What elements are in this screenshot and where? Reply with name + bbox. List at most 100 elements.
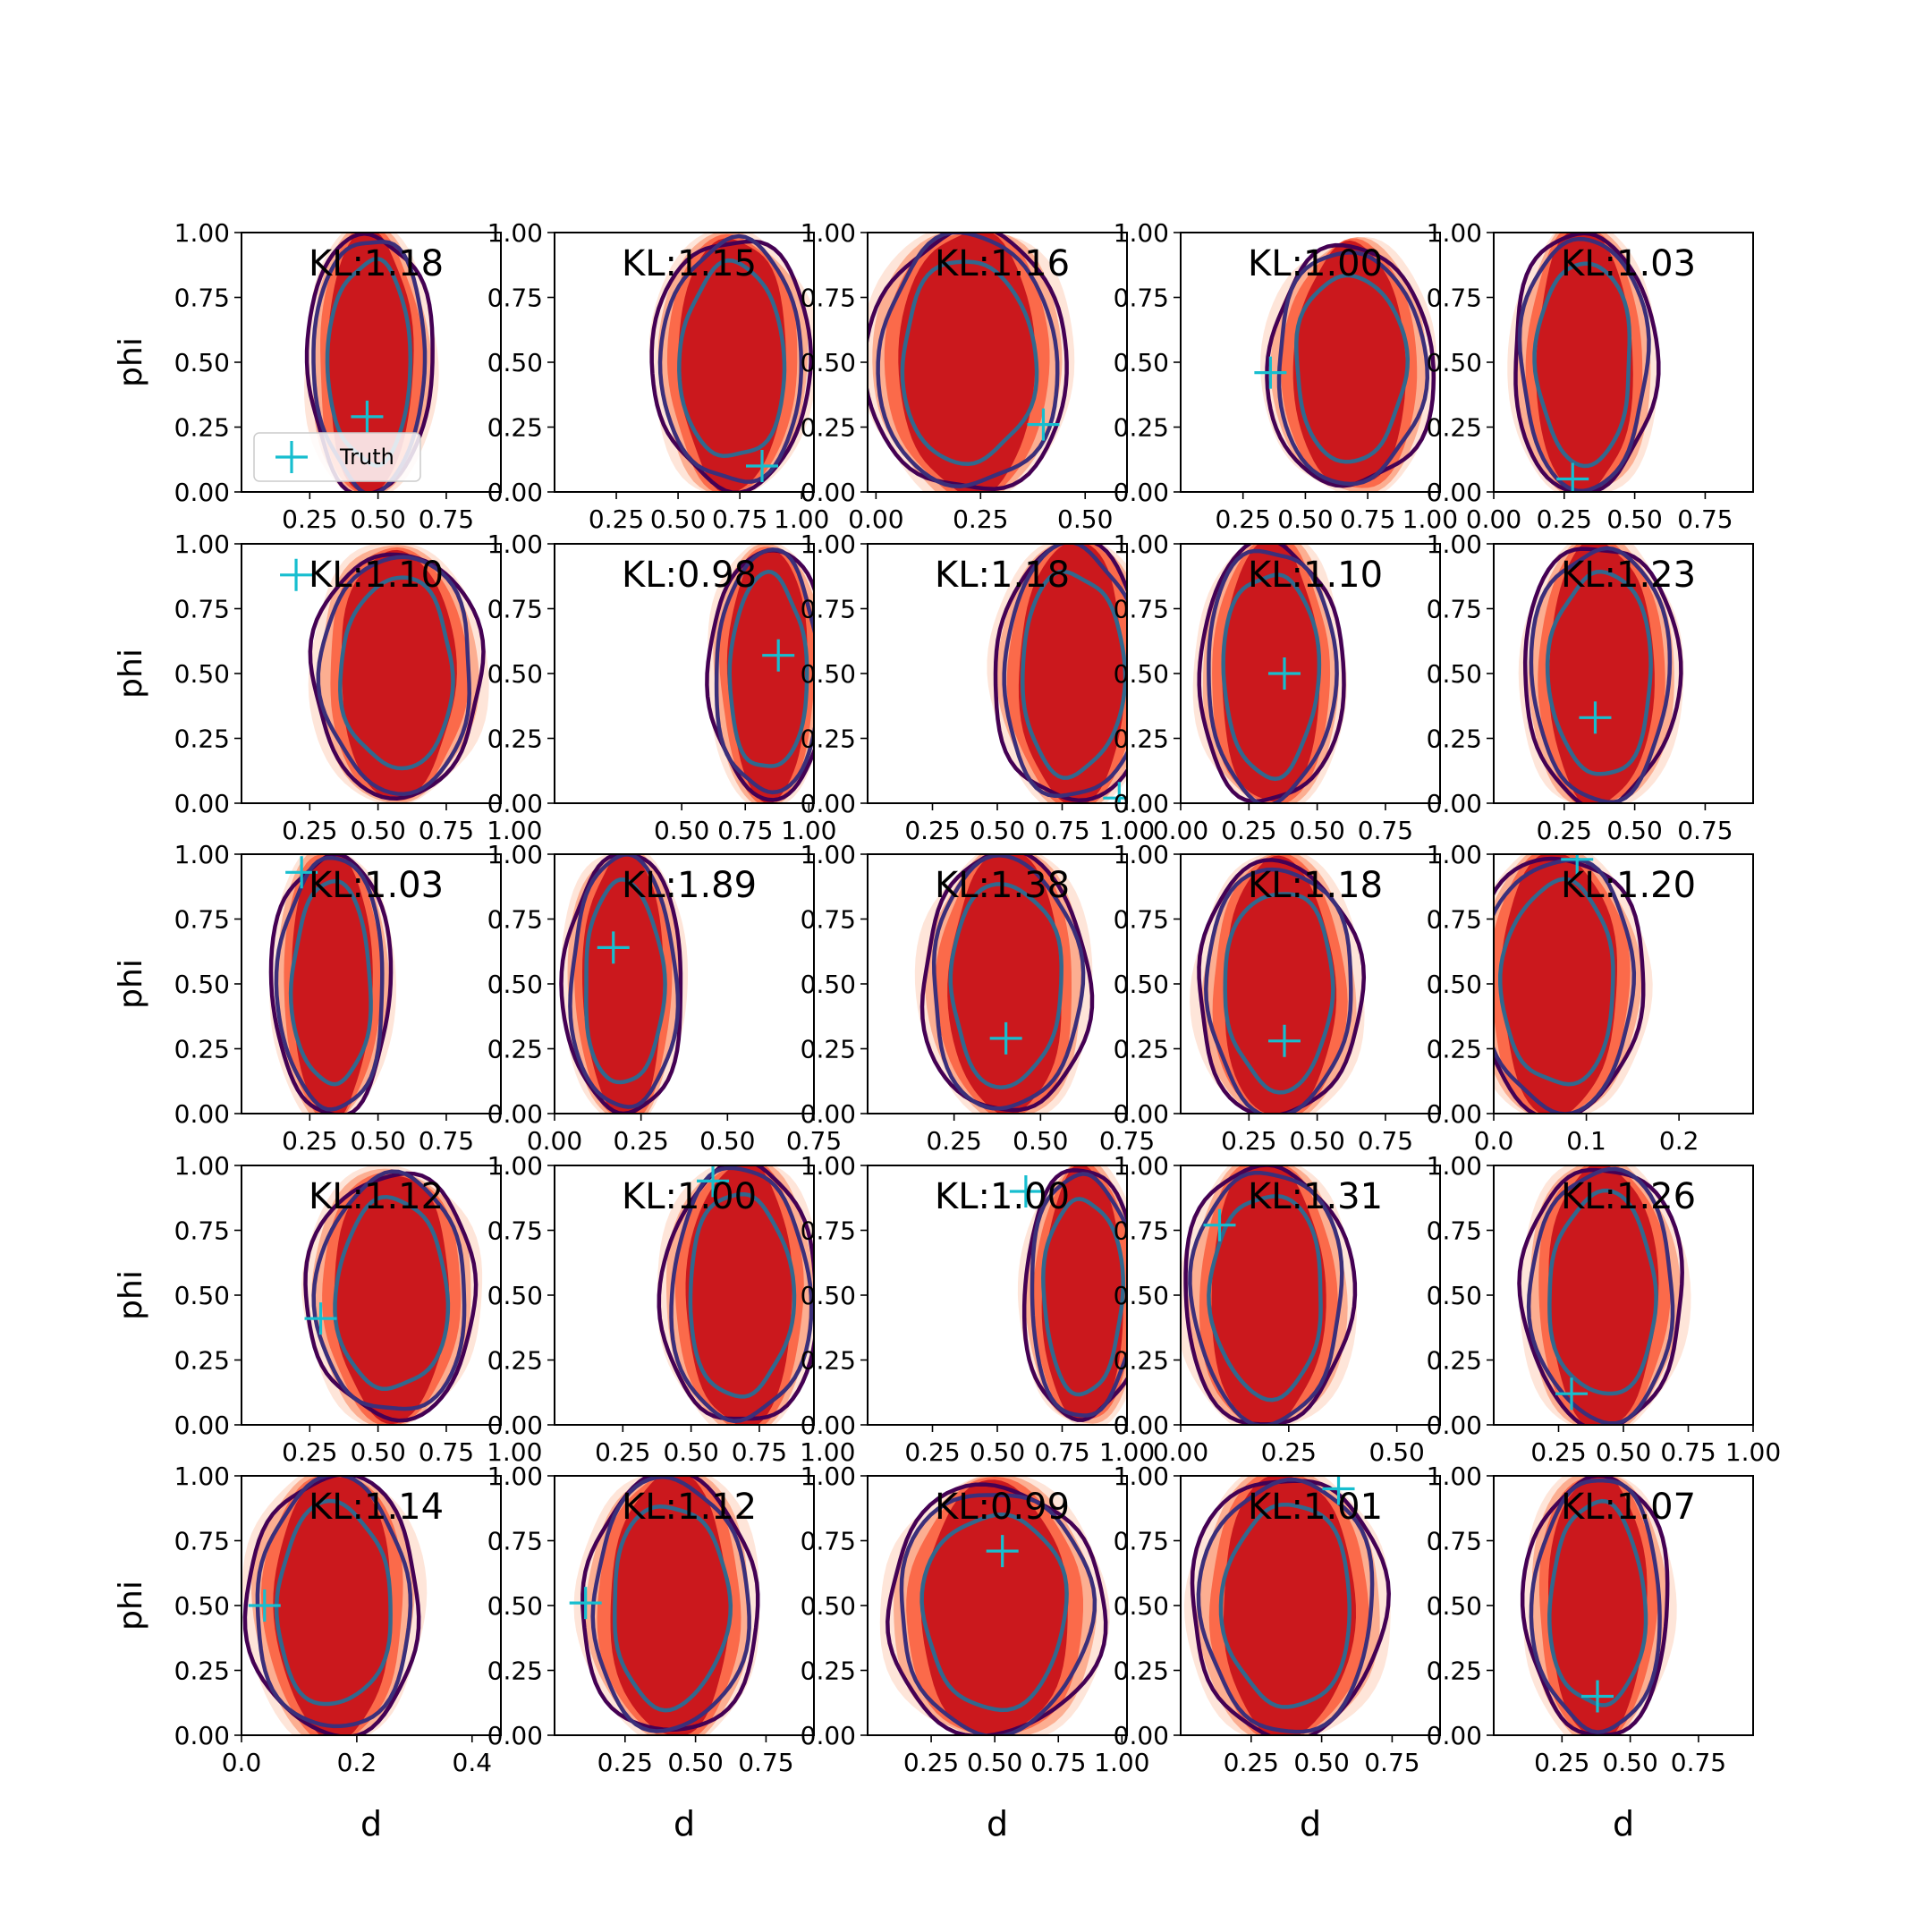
y-tick-label: 0.00 xyxy=(801,1721,856,1750)
y-tick-label: 0.50 xyxy=(801,659,856,689)
kl-label: KL:1.31 xyxy=(1248,1176,1383,1217)
y-tick-label: 0.75 xyxy=(1427,595,1482,624)
panel-1: 0.00 0.25 0.50 0.75 1.00 0.25 0.50 0.75 KL:1.18 p… xyxy=(113,218,502,534)
contour-inner xyxy=(948,882,1063,1089)
x-tick-label: 0.25 xyxy=(282,816,337,845)
truth-marker xyxy=(1254,356,1287,389)
y-axis-label: phi xyxy=(113,648,149,699)
y-tick-label: 1.00 xyxy=(174,1151,230,1181)
plot-area xyxy=(879,1476,1110,1735)
x-tick-label: 0.75 xyxy=(717,816,773,845)
y-tick-label: 1.00 xyxy=(1114,218,1169,248)
panel-7: 0.00 0.25 0.50 0.75 1.00 0.50 0.75 1.00 KL:0.98 xyxy=(487,530,837,845)
density-fill-level-4 xyxy=(1224,1476,1356,1735)
panel-10: 0.00 0.25 0.50 0.75 1.00 0.25 0.50 0.75 KL:1.23 xyxy=(1427,530,1754,845)
contour-outer xyxy=(580,1476,760,1733)
plot-area xyxy=(914,854,1095,1114)
y-axis-label: phi xyxy=(113,1580,149,1631)
contour-middle xyxy=(1529,1479,1662,1734)
panel-13: 0.00 0.25 0.50 0.75 1.00 0.25 0.50 0.75 KL:1.38 xyxy=(801,840,1156,1156)
plot-area xyxy=(268,854,397,1114)
y-tick-label: 0.50 xyxy=(1114,1591,1169,1621)
y-tick-label: 0.75 xyxy=(1114,905,1169,935)
kl-label: KL:1.03 xyxy=(1561,243,1696,284)
y-tick-label: 0.00 xyxy=(1427,1099,1482,1129)
y-tick-label: 0.75 xyxy=(801,905,856,935)
kl-label: KL:1.38 xyxy=(935,865,1070,906)
truth-marker xyxy=(1555,1377,1588,1411)
contour-middle xyxy=(1204,867,1353,1114)
x-tick-label: 0.00 xyxy=(527,1126,582,1156)
plot-area xyxy=(1494,854,1653,1114)
x-tick-label: 0.50 xyxy=(663,1437,718,1467)
x-tick-label: 0.75 xyxy=(1677,816,1733,845)
x-tick-label: 0.25 xyxy=(1221,816,1276,845)
kl-label: KL:1.89 xyxy=(622,865,757,906)
x-tick-label: 0.50 xyxy=(1293,1748,1349,1777)
contour-inner xyxy=(900,259,1039,467)
density-fill-level-4 xyxy=(1548,1476,1648,1735)
y-tick-label: 0.25 xyxy=(801,1657,856,1686)
y-tick-label: 0.00 xyxy=(174,789,230,818)
panel-19: 0.00 0.25 0.50 0.75 1.00 0.00 0.25 0.50 KL:1.31 xyxy=(1114,1151,1441,1467)
x-tick-label: 0.50 xyxy=(1602,1748,1657,1777)
y-tick-label: 1.00 xyxy=(1427,840,1482,869)
y-tick-label: 0.50 xyxy=(801,1591,856,1621)
y-tick-label: 1.00 xyxy=(174,1462,230,1491)
y-tick-label: 0.75 xyxy=(1114,1527,1169,1556)
y-tick-label: 0.50 xyxy=(174,970,230,999)
y-tick-label: 0.25 xyxy=(1114,724,1169,754)
x-tick-label: 0.25 xyxy=(1530,1437,1586,1467)
x-tick-label: 0.0 xyxy=(1474,1126,1514,1156)
contour-middle xyxy=(1002,544,1127,799)
y-tick-label: 0.50 xyxy=(801,348,856,377)
x-tick-label: 0.75 xyxy=(1358,1126,1413,1156)
x-tick-label: 0.25 xyxy=(1537,504,1592,534)
x-tick-label: 1.00 xyxy=(487,1437,542,1467)
x-tick-label: 0.2 xyxy=(337,1748,377,1777)
contour-middle xyxy=(1494,857,1637,1114)
truth-marker xyxy=(280,558,313,591)
y-tick-label: 0.00 xyxy=(1114,478,1169,507)
x-tick-label: 0.00 xyxy=(1153,1437,1208,1467)
plot-area xyxy=(1192,544,1348,803)
x-tick-label: 1.00 xyxy=(487,816,542,845)
panel-18: 0.00 0.25 0.50 0.75 1.00 0.25 0.50 0.75 1.00 KL:1… xyxy=(801,1151,1156,1467)
y-tick-label: 0.75 xyxy=(1114,284,1169,313)
y-tick-label: 0.75 xyxy=(487,905,543,935)
density-fill-level-4 xyxy=(292,856,373,1114)
contour-inner xyxy=(333,1194,451,1391)
contour-middle xyxy=(876,233,1060,488)
contour-outer xyxy=(1517,1167,1684,1425)
x-tick-label: 0.50 xyxy=(350,1437,405,1467)
y-tick-label: 0.25 xyxy=(1427,413,1482,443)
contour-middle xyxy=(1276,250,1430,487)
kl-label: KL:1.14 xyxy=(309,1487,444,1528)
contour-inner xyxy=(919,1512,1069,1713)
contour-outer xyxy=(242,1476,421,1735)
y-tick-label: 0.25 xyxy=(174,724,230,754)
plot-area xyxy=(559,854,689,1114)
truth-marker xyxy=(989,1021,1022,1055)
y-axis-label: phi xyxy=(113,959,149,1009)
truth-marker xyxy=(1027,408,1060,441)
y-tick-label: 1.00 xyxy=(1427,218,1482,248)
panel-21: 0.00 0.25 0.50 0.75 1.00 0.0 0.2 0.4 KL:1.14 phi d xyxy=(113,1462,502,1843)
density-fill-level-4 xyxy=(726,549,808,803)
y-tick-label: 0.00 xyxy=(1114,1721,1169,1750)
x-tick-label: 0.50 xyxy=(1289,816,1344,845)
x-tick-label: 0.75 xyxy=(419,1437,474,1467)
x-tick-label: 0.0 xyxy=(222,1748,262,1777)
x-tick-label: 0.2 xyxy=(1659,1126,1699,1156)
kl-label: KL:1.12 xyxy=(622,1487,757,1528)
plot-area xyxy=(1183,1476,1391,1735)
y-tick-label: 0.25 xyxy=(174,1657,230,1686)
x-tick-label: 0.50 xyxy=(1289,1126,1344,1156)
x-tick-label: 0.50 xyxy=(654,816,709,845)
x-tick-label: 0.25 xyxy=(904,1437,960,1467)
x-tick-label: 0.75 xyxy=(712,504,767,534)
x-tick-label: 0.75 xyxy=(1358,816,1413,845)
y-tick-label: 0.75 xyxy=(174,284,230,313)
y-tick-label: 0.75 xyxy=(801,1527,856,1556)
